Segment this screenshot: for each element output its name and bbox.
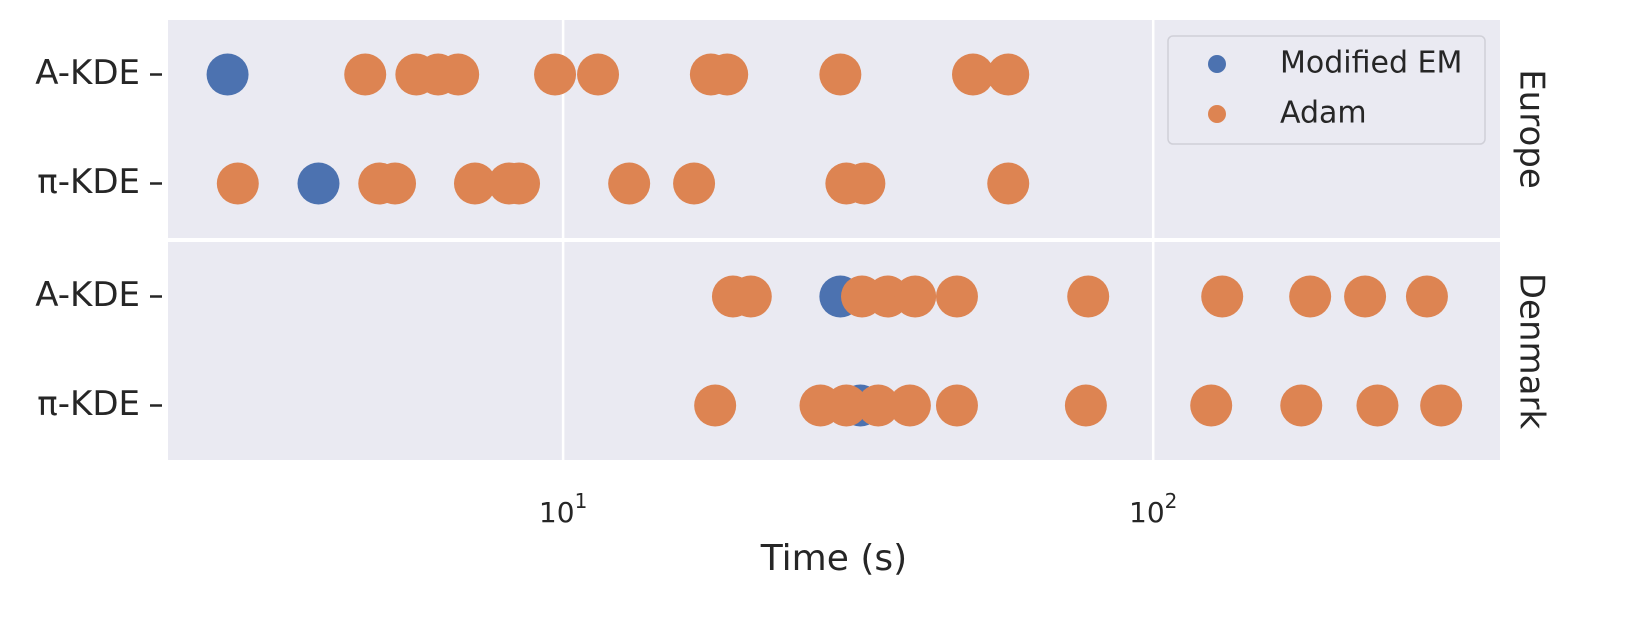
point — [843, 162, 886, 205]
point — [951, 53, 994, 96]
legend-label: Modified EM — [1280, 46, 1462, 81]
y-tick-label: π-KDE — [37, 162, 140, 202]
point — [819, 53, 862, 96]
point — [1201, 275, 1244, 318]
point — [935, 384, 978, 427]
legend-label: Adam — [1280, 96, 1367, 131]
point — [206, 53, 249, 96]
facet-label: Denmark — [1512, 273, 1552, 430]
point — [673, 162, 716, 205]
point — [1289, 275, 1332, 318]
point — [216, 162, 259, 205]
point — [694, 384, 737, 427]
point — [344, 53, 387, 96]
x-tick-base: 10 — [539, 496, 575, 529]
point — [729, 275, 772, 318]
y-tick-label: A-KDE — [35, 53, 140, 93]
point — [1405, 275, 1448, 318]
point — [888, 384, 931, 427]
x-tick-exponent: 1 — [575, 489, 588, 513]
point — [297, 162, 340, 205]
point — [1064, 384, 1107, 427]
x-axis-label: Time (s) — [760, 538, 907, 579]
point — [935, 275, 978, 318]
y-tick-label: π-KDE — [37, 384, 140, 424]
point — [374, 162, 417, 205]
point — [987, 162, 1030, 205]
legend-marker — [1208, 55, 1226, 73]
point — [1280, 384, 1323, 427]
legend-box — [1167, 35, 1486, 145]
facet-label: Europe — [1512, 69, 1552, 189]
point — [1420, 384, 1463, 427]
legend-marker — [1208, 105, 1226, 123]
point — [608, 162, 651, 205]
point — [857, 384, 900, 427]
point — [498, 162, 541, 205]
point — [894, 275, 937, 318]
point — [577, 53, 620, 96]
x-tick-label: 101 — [539, 489, 587, 530]
panel-background — [168, 242, 1500, 460]
point — [706, 53, 749, 96]
point — [1067, 275, 1110, 318]
point — [437, 53, 480, 96]
point — [534, 53, 577, 96]
y-tick-label: A-KDE — [35, 275, 140, 315]
x-tick-label: 102 — [1129, 489, 1177, 530]
x-tick-base: 10 — [1129, 496, 1165, 529]
point — [825, 384, 868, 427]
x-tick-exponent: 2 — [1165, 489, 1178, 513]
point — [1344, 275, 1387, 318]
point — [1190, 384, 1233, 427]
point — [987, 53, 1030, 96]
point — [1356, 384, 1399, 427]
point — [453, 162, 496, 205]
